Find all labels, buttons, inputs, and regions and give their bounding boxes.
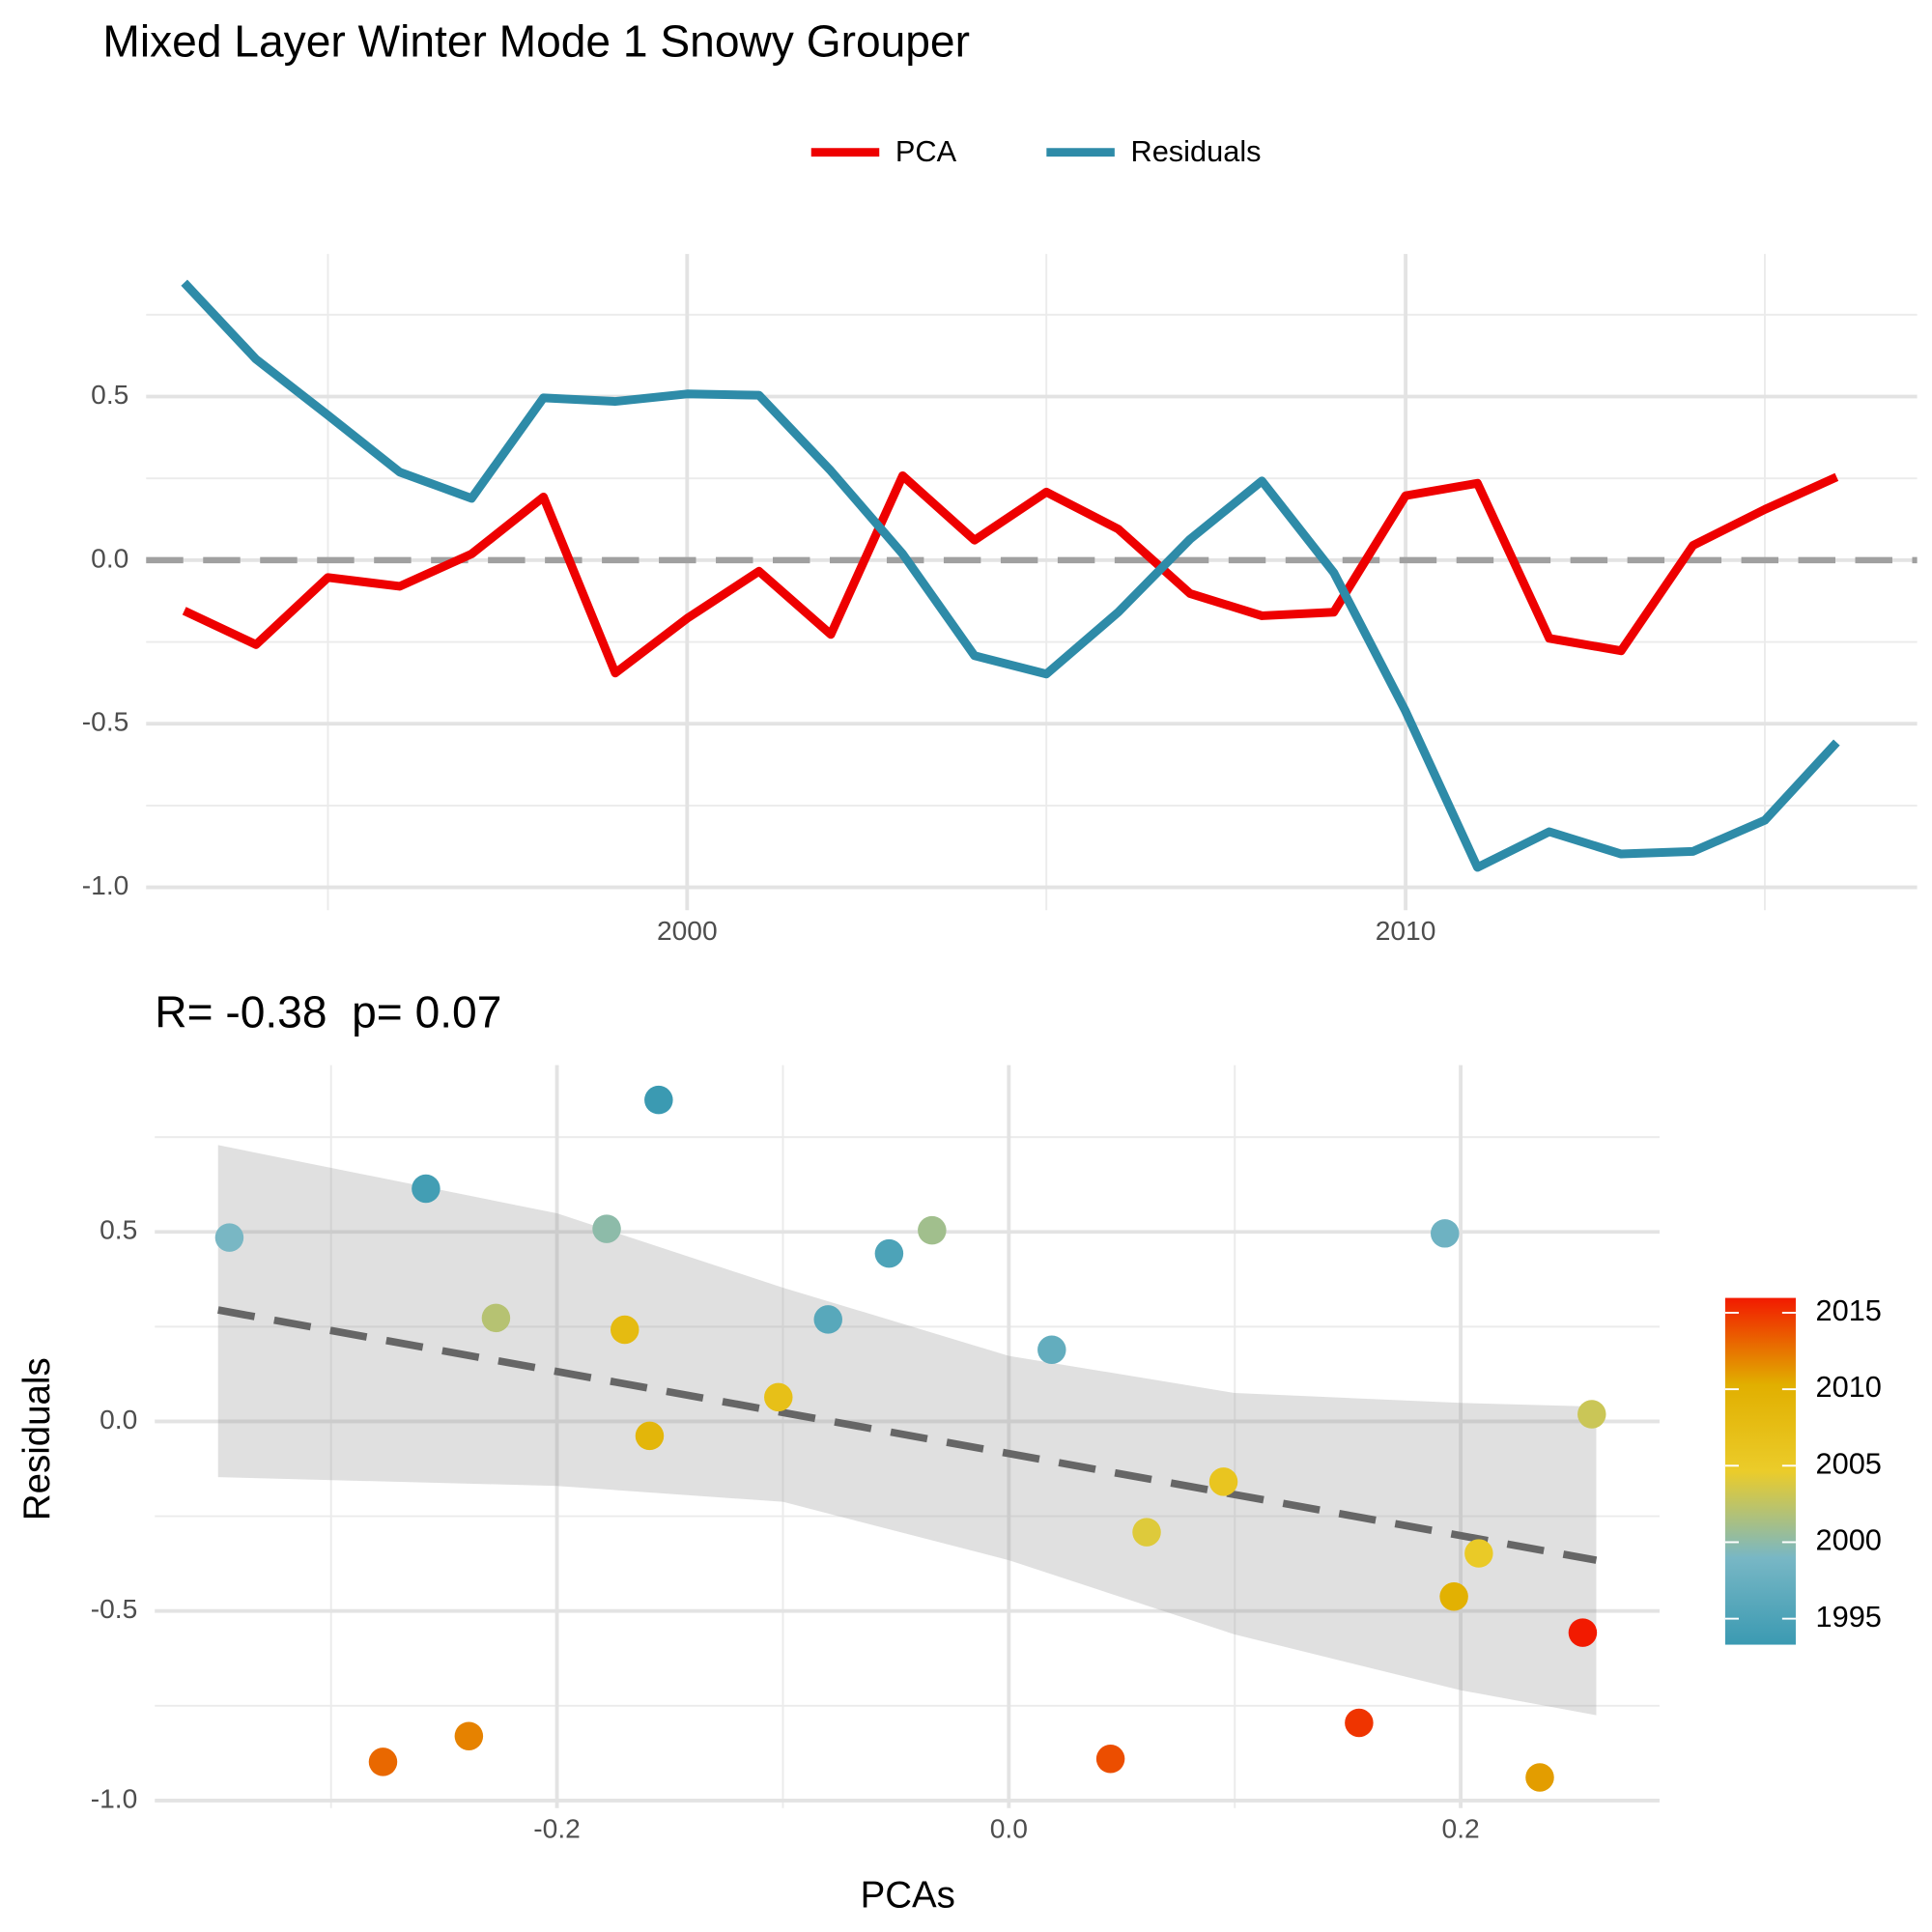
colorbar [1724,1297,1796,1645]
chart-title: Mixed Layer Winter Mode 1 Snowy Grouper [102,15,970,66]
fit-line [217,1306,1598,1564]
x-tick-label: 0.2 [1442,1812,1480,1843]
point [454,1721,484,1750]
point [592,1214,621,1243]
y-tick-label: -0.5 [91,1593,138,1624]
point [1568,1618,1598,1647]
point [412,1174,440,1204]
confidence-band [217,1145,1597,1716]
point [610,1315,639,1345]
legend-label: Residuals [1131,134,1262,168]
point [1431,1219,1460,1248]
point [813,1305,842,1334]
point [1132,1518,1161,1547]
colorbar-label: 2000 [1815,1523,1881,1557]
x-tick-label: 2010 [1376,915,1436,946]
x-tick-label: 2000 [657,915,718,946]
y-tick-label: 0.5 [99,1214,137,1245]
point [1577,1400,1606,1429]
point [918,1215,947,1245]
point [1095,1745,1125,1774]
point [1464,1539,1493,1568]
y-tick-label: -0.5 [82,706,129,737]
point [1525,1763,1554,1792]
point [635,1421,665,1451]
y-tick-label: -1.0 [91,1782,138,1813]
y-tick-label: 0.0 [99,1404,137,1435]
point [1208,1467,1238,1496]
line [182,470,1839,678]
y-axis-title: Residuals [16,1357,58,1520]
colorbar-label: 1995 [1815,1600,1881,1634]
y-tick-label: 0.5 [91,379,128,410]
legend-label: PCA [895,134,957,168]
point [1037,1335,1066,1365]
point [1439,1582,1468,1611]
colorbar-label: 2010 [1815,1370,1881,1404]
point [764,1382,793,1412]
x-tick-label: 0.0 [990,1812,1028,1843]
point [214,1223,244,1252]
point [368,1747,398,1776]
point [644,1085,673,1115]
subtitle: R= -0.38 p= 0.07 [155,986,501,1037]
y-tick-label: 0.0 [91,542,128,573]
x-axis-title: PCAs [861,1874,955,1916]
x-tick-label: -0.2 [533,1812,581,1843]
line [181,279,1840,872]
point [481,1303,511,1333]
colorbar-label: 2015 [1815,1293,1881,1327]
colorbar-label: 2005 [1815,1446,1881,1480]
y-tick-label: -1.0 [82,869,129,900]
point [1345,1708,1374,1738]
point [874,1238,904,1268]
